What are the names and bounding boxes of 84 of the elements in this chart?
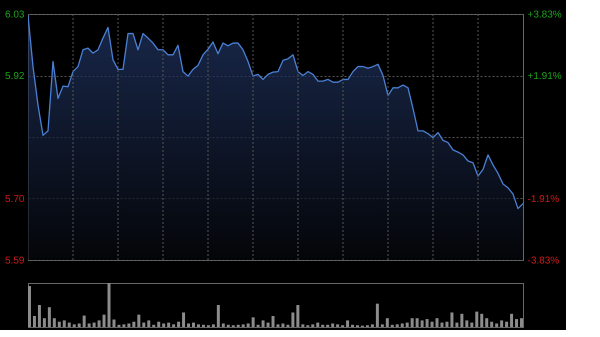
bar (62, 320, 66, 327)
bar (266, 322, 270, 327)
bar (450, 312, 454, 327)
bar (490, 322, 494, 327)
bar (182, 312, 186, 327)
bar (187, 323, 190, 327)
bar (82, 316, 86, 327)
bar (252, 317, 255, 327)
bar (436, 318, 439, 327)
bar (346, 320, 350, 327)
bar (42, 318, 46, 327)
bar (108, 283, 110, 327)
bar (32, 316, 36, 327)
y-tick-label: 5.92 (5, 71, 25, 82)
bar (212, 324, 215, 327)
y-tick-label: 6.03 (5, 10, 25, 20)
bar (172, 324, 176, 327)
bar (112, 320, 116, 327)
bar (157, 322, 160, 327)
bar (122, 324, 126, 327)
bar (137, 314, 140, 327)
bar (500, 320, 504, 327)
bar (470, 322, 474, 327)
bar (92, 322, 96, 327)
bar (336, 324, 340, 327)
bar (455, 322, 458, 327)
bar (167, 322, 170, 327)
bar (331, 323, 334, 327)
bar (445, 322, 448, 327)
bar (426, 319, 429, 327)
bar (281, 323, 284, 327)
bar (460, 314, 464, 327)
bar (246, 323, 250, 327)
bar (58, 322, 61, 327)
bar (416, 318, 419, 327)
bar (102, 314, 106, 327)
bar (370, 324, 374, 327)
bar (272, 316, 275, 327)
bar (196, 324, 200, 327)
bar (48, 307, 51, 327)
bar (162, 323, 166, 327)
bar (515, 319, 518, 327)
bar (520, 318, 523, 327)
bar (440, 322, 444, 327)
bar (485, 318, 488, 327)
y2-tick-label: +1.91% (528, 71, 562, 82)
bar (98, 320, 101, 327)
bar (505, 322, 508, 327)
bar (380, 324, 384, 327)
bar (430, 322, 434, 327)
bar (242, 324, 245, 327)
bar (311, 324, 314, 327)
bar (222, 323, 225, 327)
bar (78, 323, 81, 327)
bar (406, 322, 409, 327)
bar (192, 322, 195, 327)
bar (132, 322, 136, 327)
bar (301, 324, 304, 327)
bar (276, 324, 280, 327)
y-tick-label: 5.59 (5, 256, 25, 266)
bar (216, 305, 220, 327)
bar (142, 322, 146, 327)
bar (28, 286, 31, 327)
y2-tick-label: -1.91% (528, 194, 560, 205)
bar (296, 305, 300, 327)
bar (376, 304, 379, 327)
bar (262, 320, 265, 327)
bar (177, 322, 180, 327)
y-tick-label: 5.70 (5, 194, 25, 205)
bar (510, 314, 514, 327)
bar (495, 323, 498, 327)
bar (52, 318, 56, 327)
bar (465, 320, 468, 327)
bar (72, 324, 76, 327)
bar (410, 318, 414, 327)
bar (475, 312, 478, 327)
bar (291, 312, 294, 327)
y2-tick-label: +3.83% (528, 10, 562, 20)
bar (420, 320, 424, 327)
bar (38, 305, 41, 327)
bar (127, 323, 130, 327)
y2-tick-label: -3.83% (528, 256, 560, 266)
bar (386, 318, 389, 327)
bar (88, 323, 91, 327)
